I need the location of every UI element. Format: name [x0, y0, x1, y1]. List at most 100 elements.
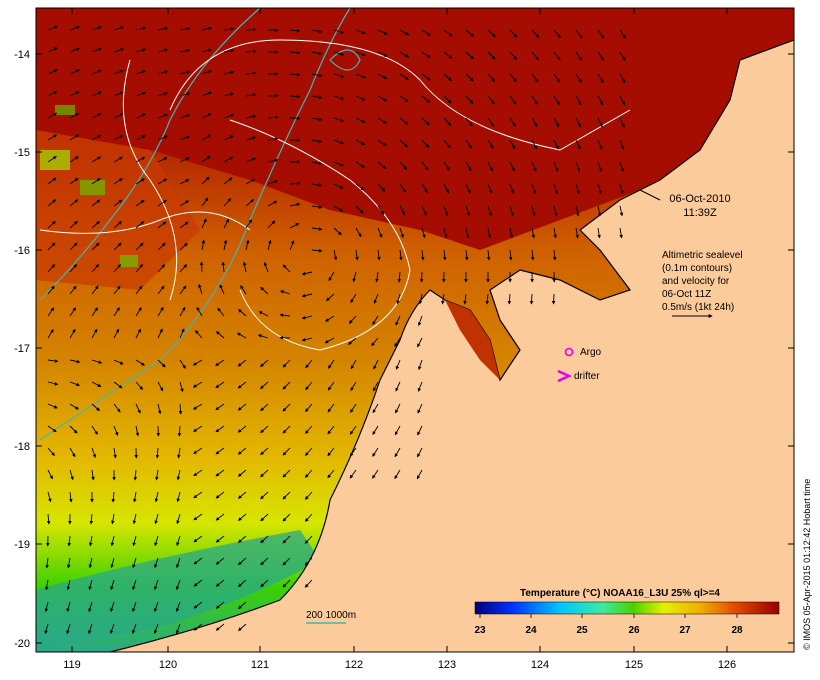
- velocity-arrow: [179, 135, 190, 141]
- velocity-arrow: [258, 311, 269, 317]
- velocity-arrow: [311, 73, 323, 78]
- velocity-arrow: [509, 139, 516, 150]
- velocity-arrow: [69, 112, 80, 119]
- velocity-arrow: [67, 535, 72, 547]
- velocity-arrow: [311, 139, 323, 144]
- velocity-arrow: [91, 242, 100, 251]
- velocity-arrow: [260, 579, 269, 588]
- velocity-arrow: [91, 469, 95, 481]
- velocity-arrow: [301, 315, 313, 320]
- velocity-arrow: [260, 557, 269, 566]
- velocity-arrow: [88, 601, 93, 613]
- velocity-arrow: [44, 623, 49, 635]
- velocity-arrow: [193, 425, 203, 432]
- velocity-arrow: [154, 579, 159, 591]
- drifter-label: drifter: [574, 371, 600, 382]
- velocity-arrow: [553, 29, 561, 39]
- velocity-arrow: [47, 199, 57, 207]
- velocity-arrow: [135, 70, 147, 75]
- velocity-arrow: [179, 221, 189, 229]
- velocity-arrow: [487, 73, 496, 82]
- velocity-arrow: [289, 223, 300, 229]
- velocity-arrow: [619, 205, 624, 217]
- velocity-arrow: [575, 51, 583, 61]
- velocity-arrow: [372, 469, 379, 479]
- velocity-arrow: [223, 70, 235, 75]
- velocity-arrow: [215, 381, 225, 389]
- velocity-arrow: [193, 491, 203, 499]
- velocity-arrow: [221, 261, 226, 273]
- velocity-arrow: [487, 205, 492, 217]
- velocity-arrow: [509, 117, 516, 127]
- velocity-arrow: [509, 29, 518, 38]
- velocity-arrow: [597, 73, 604, 84]
- velocity-arrow: [193, 469, 203, 477]
- velocity-arrow: [113, 359, 124, 365]
- velocity-arrow: [267, 137, 279, 141]
- velocity-arrow: [193, 579, 203, 587]
- colorbar: [474, 601, 780, 615]
- velocity-arrow: [201, 197, 209, 207]
- velocity-arrow: [421, 205, 427, 216]
- velocity-arrow: [260, 535, 269, 544]
- velocity-arrow: [531, 117, 538, 128]
- velocity-arrow: [193, 447, 203, 454]
- velocity-arrow: [69, 177, 79, 185]
- velocity-arrow: [260, 447, 269, 456]
- velocity-arrow: [282, 513, 291, 522]
- velocity-arrow: [91, 91, 102, 97]
- velocity-arrow: [153, 601, 159, 612]
- velocity-arrow: [333, 117, 345, 122]
- velocity-arrow: [177, 447, 181, 459]
- velocity-arrow: [157, 26, 169, 31]
- velocity-arrow: [333, 161, 344, 167]
- velocity-arrow: [237, 513, 247, 521]
- velocity-arrow: [509, 205, 514, 217]
- velocity-arrow: [443, 117, 452, 126]
- velocity-arrow: [179, 48, 191, 53]
- velocity-arrow: [111, 491, 116, 503]
- velocity-arrow: [135, 48, 147, 53]
- velocity-arrow: [91, 403, 100, 411]
- velocity-arrow: [465, 183, 471, 194]
- velocity-arrow: [333, 227, 342, 236]
- velocity-arrow: [177, 425, 182, 437]
- velocity-arrow: [157, 113, 168, 119]
- velocity-arrow: [311, 161, 323, 166]
- colorbar-tick-26: 26: [628, 625, 640, 636]
- drifter-marker-icon: [557, 369, 573, 383]
- velocity-arrow: [91, 156, 102, 163]
- velocity-arrow: [395, 315, 401, 326]
- velocity-arrow: [201, 70, 213, 75]
- velocity-arrow: [311, 29, 323, 34]
- velocity-arrow: [349, 425, 357, 435]
- velocity-arrow: [282, 557, 291, 566]
- velocity-arrow: [301, 337, 313, 342]
- velocity-arrow: [69, 69, 80, 75]
- velocity-arrow: [418, 293, 423, 305]
- velocity-arrow: [47, 359, 59, 363]
- velocity-arrow: [91, 307, 98, 317]
- lon-label-125: 125: [625, 659, 643, 671]
- velocity-arrow: [157, 242, 166, 251]
- velocity-arrow: [421, 139, 430, 148]
- warm-pool-north: [36, 8, 794, 250]
- velocity-arrow: [575, 95, 582, 106]
- velocity-arrow: [44, 601, 49, 613]
- altimetry-line-3: and velocity for: [662, 276, 730, 287]
- lat-ticks: [36, 53, 794, 644]
- velocity-arrow: [377, 29, 388, 35]
- velocity-arrow: [279, 290, 291, 295]
- velocity-arrow: [372, 381, 379, 392]
- velocity-arrow: [215, 601, 225, 609]
- velocity-arrow: [553, 51, 561, 61]
- velocity-arrow: [509, 161, 515, 172]
- velocity-arrow: [179, 26, 191, 31]
- velocity-arrow: [551, 293, 556, 305]
- lon-label-123: 123: [438, 659, 456, 671]
- velocity-arrow: [69, 307, 76, 317]
- velocity-arrow: [377, 161, 387, 169]
- velocity-arrow: [135, 156, 146, 163]
- velocity-arrow: [443, 73, 452, 81]
- velocity-arrow: [179, 264, 188, 273]
